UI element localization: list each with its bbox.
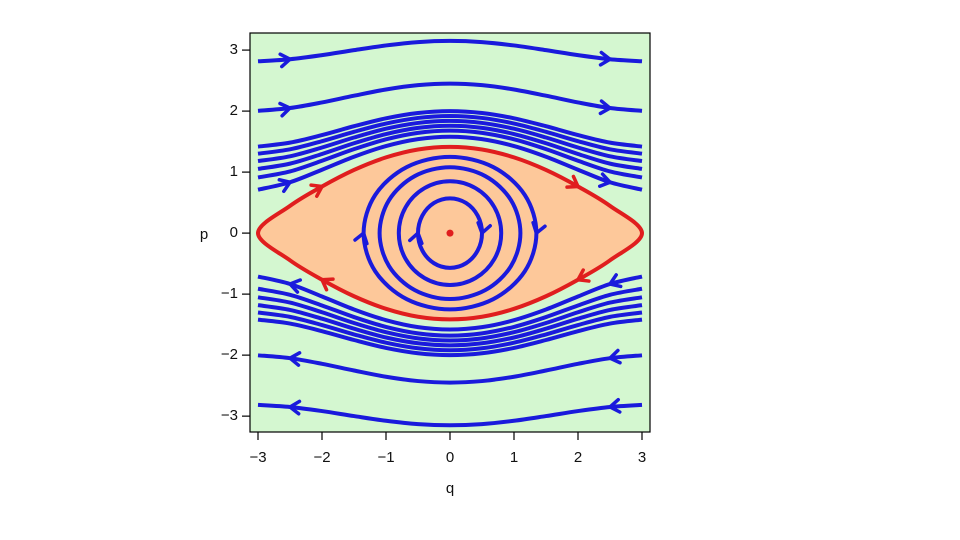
trajectory — [257, 295, 643, 343]
flow-arrow — [288, 399, 302, 416]
trajectory — [257, 123, 643, 171]
fixed-point — [446, 229, 454, 237]
x-tick-label: 1 — [510, 449, 518, 466]
x-tick-label: −3 — [249, 449, 266, 466]
flow-arrow — [598, 99, 612, 116]
flow-arrow — [476, 221, 492, 235]
y-tick-label: −1 — [221, 285, 238, 302]
y-axis-label: p — [200, 226, 208, 243]
x-tick-label: 0 — [446, 449, 454, 466]
y-tick-label: 0 — [230, 224, 238, 241]
y-tick-label: 2 — [230, 102, 238, 119]
flow-arrow — [608, 348, 622, 365]
flow-arrow — [608, 273, 623, 289]
x-tick-label: 2 — [574, 449, 582, 466]
x-tick-label: −1 — [377, 449, 394, 466]
flow-arrow — [277, 177, 292, 194]
flow-arrow — [320, 277, 335, 292]
trajectory — [257, 402, 643, 428]
trajectory — [257, 303, 643, 348]
trajectory — [257, 274, 643, 332]
trajectory — [257, 286, 643, 338]
trajectory — [257, 109, 643, 149]
trajectory — [257, 310, 643, 353]
flow-arrow — [278, 52, 292, 69]
flow-arrow — [576, 268, 591, 283]
plot-frame — [249, 32, 651, 433]
y-tick-label: −3 — [221, 407, 238, 424]
flow-arrow — [288, 351, 302, 367]
trajectory — [257, 134, 643, 192]
trajectory — [257, 81, 643, 113]
x-tick-label: 3 — [638, 449, 646, 466]
x-tick-label: −2 — [313, 449, 330, 466]
x-axis-label: q — [446, 480, 454, 497]
flow-arrow — [408, 231, 424, 246]
y-tick-label: 3 — [230, 41, 238, 58]
flow-arrow — [598, 172, 612, 188]
flow-arrow — [608, 397, 622, 414]
flow-arrow — [309, 183, 324, 198]
flow-arrow — [531, 220, 547, 235]
trajectory — [257, 128, 643, 180]
flow-arrow — [288, 278, 302, 294]
y-tick-label: −2 — [221, 346, 238, 363]
trajectory — [257, 38, 643, 64]
trajectory — [396, 179, 504, 287]
trajectory — [257, 317, 643, 358]
flow-arrow — [598, 50, 612, 67]
trajectory — [257, 113, 643, 156]
plot-area — [256, 38, 644, 428]
flow-arrow — [565, 174, 580, 189]
flow-arrow — [353, 231, 369, 246]
trajectory — [257, 118, 643, 164]
trajectory — [377, 165, 523, 301]
trajectory — [257, 353, 643, 385]
flow-arrow — [278, 101, 292, 118]
y-tick-label: 1 — [230, 163, 238, 180]
